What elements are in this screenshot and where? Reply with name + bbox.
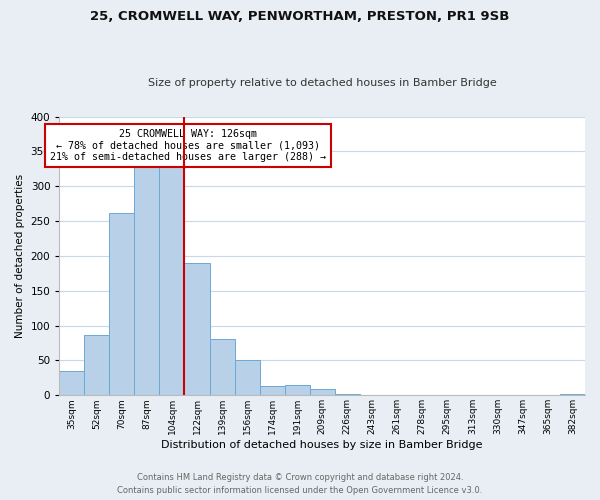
Title: Size of property relative to detached houses in Bamber Bridge: Size of property relative to detached ho… [148, 78, 497, 88]
X-axis label: Distribution of detached houses by size in Bamber Bridge: Distribution of detached houses by size … [161, 440, 483, 450]
Bar [109, 214, 134, 396]
Text: 25 CROMWELL WAY: 126sqm
← 78% of detached houses are smaller (1,093)
21% of semi: 25 CROMWELL WAY: 126sqm ← 78% of detache… [50, 129, 326, 162]
Bar [59, 371, 85, 396]
Y-axis label: Number of detached properties: Number of detached properties [15, 174, 25, 338]
Bar [134, 166, 160, 396]
Bar [160, 164, 184, 396]
Bar [209, 339, 235, 396]
Bar [235, 360, 260, 396]
Bar [184, 263, 209, 396]
Bar [310, 389, 335, 396]
Text: Contains HM Land Registry data © Crown copyright and database right 2024.
Contai: Contains HM Land Registry data © Crown c… [118, 474, 482, 495]
Bar [260, 386, 284, 396]
Bar [85, 334, 109, 396]
Bar [560, 394, 585, 396]
Bar [335, 394, 360, 396]
Bar [284, 385, 310, 396]
Text: 25, CROMWELL WAY, PENWORTHAM, PRESTON, PR1 9SB: 25, CROMWELL WAY, PENWORTHAM, PRESTON, P… [91, 10, 509, 23]
